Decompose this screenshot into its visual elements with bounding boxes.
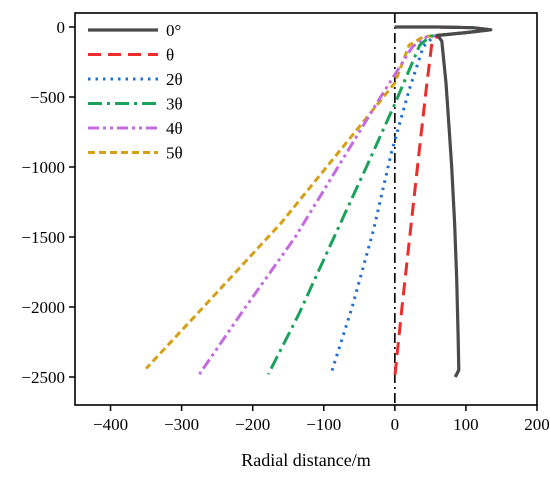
legend-label-1: θ: [166, 46, 174, 65]
y-tick-label: −2500: [21, 368, 65, 387]
legend-label-0: 0°: [166, 21, 181, 40]
legend-label-5: 5θ: [166, 144, 183, 163]
y-tick-label: −2000: [21, 298, 65, 317]
series-line-0: [394, 25, 493, 378]
series-layer: [145, 25, 493, 378]
series-line-1: [393, 25, 493, 378]
y-tick-label: 0: [57, 18, 66, 37]
x-tick-label: −400: [93, 415, 128, 434]
x-tick-label: −300: [164, 415, 199, 434]
y-tick-label: −1500: [21, 228, 65, 247]
x-tick-label: 200: [524, 415, 550, 434]
legend-label-4: 4θ: [166, 119, 183, 138]
y-tick-label: −500: [30, 88, 65, 107]
series-line-4: [198, 25, 493, 376]
legend: 0° θ 2θ 3θ 4θ 5θ: [88, 21, 183, 163]
x-tick-label: −200: [235, 415, 270, 434]
x-tick-label: −100: [306, 415, 341, 434]
x-tick-label: 0: [391, 415, 400, 434]
plot-frame: [74, 12, 538, 406]
series-line-2: [329, 25, 493, 375]
axis-layer: −400 −300 −200 −100 0 100 2000−500−1000−1500−2…: [21, 18, 549, 434]
series-line-3: [266, 25, 493, 375]
x-axis-title: Radial distance/m: [241, 450, 370, 470]
x-tick-label: 100: [453, 415, 479, 434]
legend-label-2: 2θ: [166, 70, 183, 89]
legend-label-3: 3θ: [166, 95, 183, 114]
y-tick-label: −1000: [21, 158, 65, 177]
